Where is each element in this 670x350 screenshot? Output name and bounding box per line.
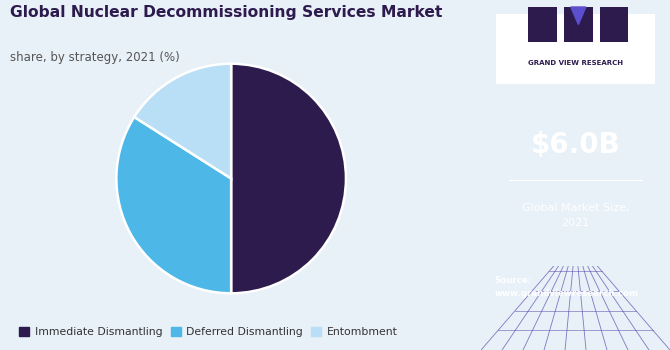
Text: share, by strategy, 2021 (%): share, by strategy, 2021 (%) xyxy=(9,51,180,64)
Bar xyxy=(528,7,557,42)
Text: Global Nuclear Decommissioning Services Market: Global Nuclear Decommissioning Services … xyxy=(9,5,442,20)
Wedge shape xyxy=(134,64,231,178)
Text: $6.0B: $6.0B xyxy=(531,131,620,159)
Wedge shape xyxy=(231,64,346,293)
Polygon shape xyxy=(571,7,586,24)
Text: Source:
www.grandviewresearch.com: Source: www.grandviewresearch.com xyxy=(494,276,639,298)
Bar xyxy=(496,14,655,84)
Legend: Immediate Dismantling, Deferred Dismantling, Entombment: Immediate Dismantling, Deferred Dismantl… xyxy=(15,322,402,341)
Wedge shape xyxy=(117,117,231,293)
Text: Global Market Size,
2021: Global Market Size, 2021 xyxy=(522,203,629,228)
Text: GRAND VIEW RESEARCH: GRAND VIEW RESEARCH xyxy=(528,60,623,66)
Bar xyxy=(600,7,628,42)
Bar xyxy=(564,7,592,42)
